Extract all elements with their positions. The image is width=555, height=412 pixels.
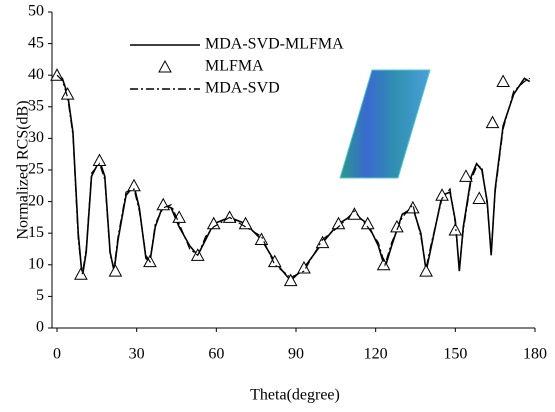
marker: [283, 273, 298, 287]
x-tick-label: 30: [129, 346, 145, 363]
marker: [92, 153, 107, 167]
x-tick-label: 150: [443, 346, 467, 363]
marker: [267, 254, 282, 268]
marker: [419, 264, 433, 277]
marker: [459, 169, 473, 182]
marker: [347, 207, 362, 220]
legend-label: MLFMA: [205, 58, 264, 75]
legend-label: MDA-SVD: [205, 80, 280, 97]
x-axis-label: Theta(degree): [250, 387, 340, 404]
y-axis-label: Normalized RCS(dB): [15, 100, 32, 239]
y-tick-label: 50: [28, 3, 44, 20]
marker: [472, 191, 487, 204]
y-tick-label: 45: [28, 34, 44, 51]
marker: [127, 178, 141, 192]
y-tick-label: 10: [28, 255, 44, 272]
y-tick-label: 30: [28, 129, 44, 146]
marker: [156, 197, 171, 211]
marker: [74, 267, 88, 280]
x-tick-label: 180: [523, 346, 547, 363]
marker: [406, 200, 420, 214]
inset-model: [339, 69, 431, 179]
series-line: [56, 74, 530, 279]
marker: [238, 216, 253, 230]
x-tick-label: 120: [364, 346, 388, 363]
y-tick-label: 40: [28, 66, 44, 83]
marker: [485, 115, 500, 129]
y-tick-label: 5: [36, 287, 44, 304]
y-tick-label: 0: [36, 319, 44, 336]
x-tick-label: 90: [288, 346, 304, 363]
legend-marker: [158, 59, 172, 73]
marker: [496, 74, 510, 88]
legend-label: MDA-SVD-MLFMA: [205, 36, 344, 53]
marker: [390, 219, 404, 233]
marker: [331, 216, 346, 230]
y-tick-label: 25: [28, 161, 44, 178]
marker: [60, 87, 75, 100]
y-tick-label: 20: [28, 192, 44, 209]
x-tick-label: 60: [208, 346, 224, 363]
series-line: [56, 74, 531, 282]
marker: [206, 216, 221, 230]
y-tick-label: 35: [28, 97, 44, 114]
marker: [108, 264, 123, 277]
marker: [376, 257, 391, 271]
y-tick-label: 15: [28, 224, 44, 241]
marker: [297, 260, 311, 274]
x-tick-label: 0: [53, 346, 61, 363]
